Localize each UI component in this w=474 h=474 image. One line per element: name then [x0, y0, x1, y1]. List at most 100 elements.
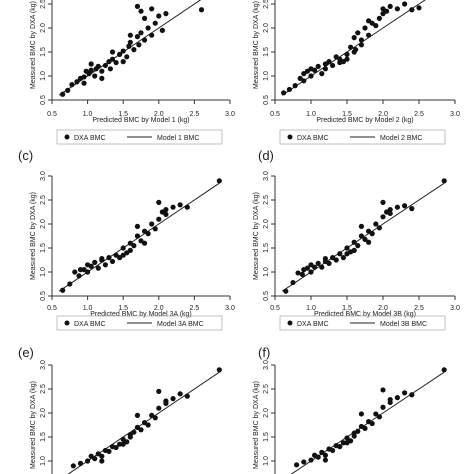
data-point [294, 462, 300, 468]
data-point [120, 59, 126, 65]
data-point [373, 221, 379, 227]
data-point [376, 414, 382, 420]
y-tick-label: 2.0 [263, 219, 270, 229]
y-tick-label: 1.5 [263, 47, 270, 57]
data-point [152, 226, 158, 232]
data-point [92, 456, 98, 462]
data-point [330, 62, 336, 69]
data-point [387, 399, 393, 406]
y-tick-label: 1.0 [263, 267, 270, 277]
data-point [301, 71, 307, 77]
data-point [74, 79, 80, 85]
data-point [366, 239, 372, 245]
y-axis-label: Measured BMC by DXA (kg) [30, 1, 37, 89]
data-point [394, 204, 400, 210]
x-tick-label: 1.0 [83, 305, 93, 312]
panel-2: 0.5 1.0 1.5 2.0 2.5 0.5 1.0 1.5 2.0 2.5 3.0 Predict… [253, 0, 460, 145]
x-tick-label: 3.0 [450, 305, 460, 312]
fit-line [67, 371, 220, 474]
x-tick-label: 2.0 [154, 305, 164, 312]
data-point [117, 51, 123, 58]
data-point [344, 251, 350, 257]
data-point [77, 267, 84, 273]
data-point [85, 262, 91, 268]
data-point [102, 262, 108, 268]
data-point [117, 441, 123, 447]
x-tick-label: 0.5 [47, 111, 57, 118]
data-point [156, 388, 162, 394]
data-point [177, 391, 183, 397]
data-point [163, 11, 169, 17]
data-point [85, 458, 91, 464]
x-axis-label: Predicted BMC by Model 1 (kg) [92, 117, 189, 124]
data-point [308, 66, 314, 72]
data-point [120, 252, 126, 258]
y-tick-label: 1.0 [263, 71, 270, 81]
data-point [315, 63, 321, 69]
data-point [351, 433, 357, 439]
data-point [290, 279, 296, 286]
x-axis-label: Predicted BMC by Model 3B (kg) [314, 311, 416, 318]
data-point [141, 37, 148, 43]
data-point [99, 75, 105, 81]
data-point [441, 367, 447, 373]
data-point [156, 405, 162, 411]
data-point [198, 7, 205, 13]
data-point [308, 457, 314, 463]
data-point [441, 178, 447, 184]
legend-label-line: Model 2 BMC [380, 135, 422, 142]
data-point [333, 257, 339, 263]
data-point [120, 48, 126, 54]
y-axis-label: Measured BMC by DXA (kg) [30, 381, 37, 469]
data-point [380, 199, 386, 205]
data-point [88, 61, 94, 67]
data-point [355, 243, 361, 249]
legend-label-line: Model 3B BMC [380, 321, 427, 328]
data-point [136, 42, 142, 48]
x-tick-label: 0.5 [47, 305, 57, 312]
data-point [322, 61, 328, 67]
data-point [163, 211, 169, 217]
data-point [286, 86, 292, 93]
data-point [170, 204, 176, 210]
data-point [292, 83, 298, 89]
data-point [99, 255, 105, 262]
y-tick-label: 0.5 [263, 95, 270, 105]
y-axis-label: Measured BMC by DXA (kg) [253, 381, 260, 469]
legend-marker-points [64, 320, 70, 326]
panel-label: (c) [18, 148, 33, 163]
data-point [159, 27, 165, 33]
data-point [70, 463, 76, 469]
data-point [163, 400, 169, 406]
data-point [358, 223, 364, 229]
data-point [81, 80, 87, 86]
data-point [358, 42, 364, 48]
data-point [409, 392, 415, 398]
data-point [134, 34, 141, 40]
panel-label: (d) [258, 148, 274, 163]
data-point [92, 259, 98, 265]
y-tick-label: 1.0 [40, 267, 47, 277]
legend-label-points: DXA BMC [297, 135, 329, 142]
data-point [387, 3, 393, 9]
data-point [358, 37, 364, 43]
fit-line [58, 0, 202, 96]
data-point [319, 449, 325, 455]
y-tick-label: 1.0 [263, 456, 270, 466]
data-point [351, 35, 357, 41]
data-point [344, 245, 350, 251]
data-point [72, 269, 78, 275]
data-point [145, 25, 151, 31]
data-point [60, 287, 66, 293]
data-point [177, 202, 183, 208]
data-point [394, 395, 400, 401]
x-tick-label: 2.0 [378, 305, 388, 312]
data-point [366, 32, 372, 38]
data-point [120, 441, 126, 447]
panel-4: 0.5 1.0 1.5 2.0 2.5 3.0 0.5 1.0 1.5 2.0 2.5 3.0 Pred… [253, 148, 460, 331]
data-point [340, 440, 346, 446]
legend-marker-points [287, 134, 293, 140]
data-point [380, 6, 386, 12]
y-tick-label: 2.5 [263, 195, 270, 205]
data-point [344, 51, 350, 58]
